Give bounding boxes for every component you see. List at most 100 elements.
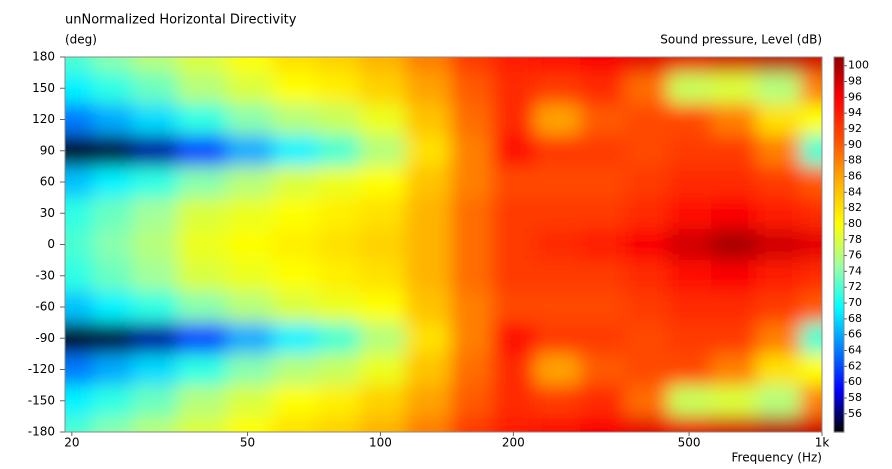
colorbar-swatch — [834, 162, 844, 166]
colorbar-swatch — [834, 174, 844, 178]
heat-cell — [756, 291, 802, 324]
heat-cell — [624, 353, 669, 386]
heat-cell — [800, 103, 822, 136]
heat-cell — [450, 322, 493, 355]
heat-cell — [177, 197, 227, 230]
y-tick-label: 0 — [47, 237, 55, 251]
heat-cell — [359, 291, 407, 324]
colorbar-swatch — [834, 254, 844, 258]
heat-cell — [534, 166, 581, 199]
colorbar-swatch — [834, 79, 844, 83]
heat-cell — [272, 197, 319, 230]
heat-cell — [800, 135, 822, 167]
heat-cell — [491, 72, 536, 105]
heat-cell — [359, 166, 407, 199]
colorbar-tick-label: 88 — [848, 154, 862, 167]
heat-cell — [579, 166, 626, 199]
heat-cell — [624, 103, 669, 136]
heat-cell — [405, 197, 452, 230]
heat-cell — [177, 322, 227, 355]
heat-cell — [534, 57, 581, 74]
heat-cell — [272, 103, 319, 136]
heat-cell — [65, 228, 94, 261]
colorbar-swatch — [834, 209, 844, 213]
heat-cell — [491, 197, 536, 230]
heat-cell — [450, 291, 493, 324]
heat-cell — [65, 57, 94, 74]
heat-cell — [317, 228, 360, 261]
heat-cell — [800, 416, 822, 432]
heat-cell — [65, 322, 94, 355]
heat-cell — [132, 72, 178, 105]
colorbar-swatch — [834, 317, 844, 321]
heat-cell — [534, 353, 581, 386]
heat-cell — [359, 103, 407, 136]
colorbar-swatch — [834, 197, 844, 201]
colorbar-swatch — [834, 259, 844, 263]
colorbar-tick-label: 96 — [848, 90, 862, 103]
heat-cell — [579, 103, 626, 136]
x-tick-label: 200 — [502, 436, 525, 450]
colorbar-swatch — [834, 212, 844, 216]
heat-cell — [711, 260, 757, 292]
colorbar-swatch — [834, 242, 844, 246]
colorbar-swatch — [834, 369, 844, 373]
colorbar-swatch — [834, 109, 844, 113]
heat-cell — [132, 385, 178, 417]
chart-title: unNormalized Horizontal Directivity — [65, 13, 297, 28]
heat-cell — [317, 72, 360, 105]
heat-cell — [317, 385, 360, 417]
heat-cell — [534, 322, 581, 355]
colorbar-swatch — [834, 382, 844, 386]
colorbar-swatch — [834, 362, 844, 366]
heat-cell — [93, 103, 133, 136]
colorbar-swatch — [834, 419, 844, 423]
heat-cell — [534, 228, 581, 261]
heat-cell — [272, 166, 319, 199]
heat-cell — [226, 57, 274, 74]
y-tick-label: -60 — [35, 300, 55, 314]
heat-cell — [226, 135, 274, 167]
colorbar-tick-label: 86 — [848, 169, 862, 182]
colorbar-swatch — [834, 172, 844, 176]
heat-cell — [624, 260, 669, 292]
heat-cell — [624, 322, 669, 355]
colorbar-swatch — [834, 294, 844, 298]
colorbar-tick-label: 100 — [848, 59, 869, 72]
heat-cell — [579, 228, 626, 261]
heat-cell — [491, 166, 536, 199]
y-tick-label: 30 — [40, 206, 55, 220]
colorbar-swatch — [834, 117, 844, 121]
x-tick-label: 500 — [678, 436, 701, 450]
heat-cell — [93, 416, 133, 432]
heat-cell — [491, 260, 536, 292]
x-tick-label: 1k — [815, 436, 830, 450]
colorbar-swatch — [834, 194, 844, 198]
heat-cell — [800, 197, 822, 230]
colorbar-swatch — [834, 407, 844, 411]
colorbar-swatch — [834, 304, 844, 308]
heat-cell — [405, 135, 452, 167]
colorbar-tick-label: 70 — [848, 296, 862, 309]
heat-cell — [491, 416, 536, 432]
heat-cell — [272, 291, 319, 324]
colorbar-swatch — [834, 337, 844, 341]
heat-cell — [359, 416, 407, 432]
colorbar-swatch — [834, 82, 844, 86]
heat-cell — [667, 72, 712, 105]
heat-cell — [93, 291, 133, 324]
heat-cell — [272, 385, 319, 417]
heat-cell — [667, 135, 712, 167]
heat-cell — [534, 416, 581, 432]
heat-cell — [405, 103, 452, 136]
colorbar-swatch — [834, 77, 844, 81]
colorbar-swatch — [834, 394, 844, 398]
heat-cell — [450, 197, 493, 230]
heat-cell — [317, 291, 360, 324]
heat-cell — [800, 166, 822, 199]
colorbar-swatch — [834, 149, 844, 153]
heat-cell — [534, 197, 581, 230]
colorbar-swatch — [834, 314, 844, 318]
colorbar-swatch — [834, 347, 844, 351]
